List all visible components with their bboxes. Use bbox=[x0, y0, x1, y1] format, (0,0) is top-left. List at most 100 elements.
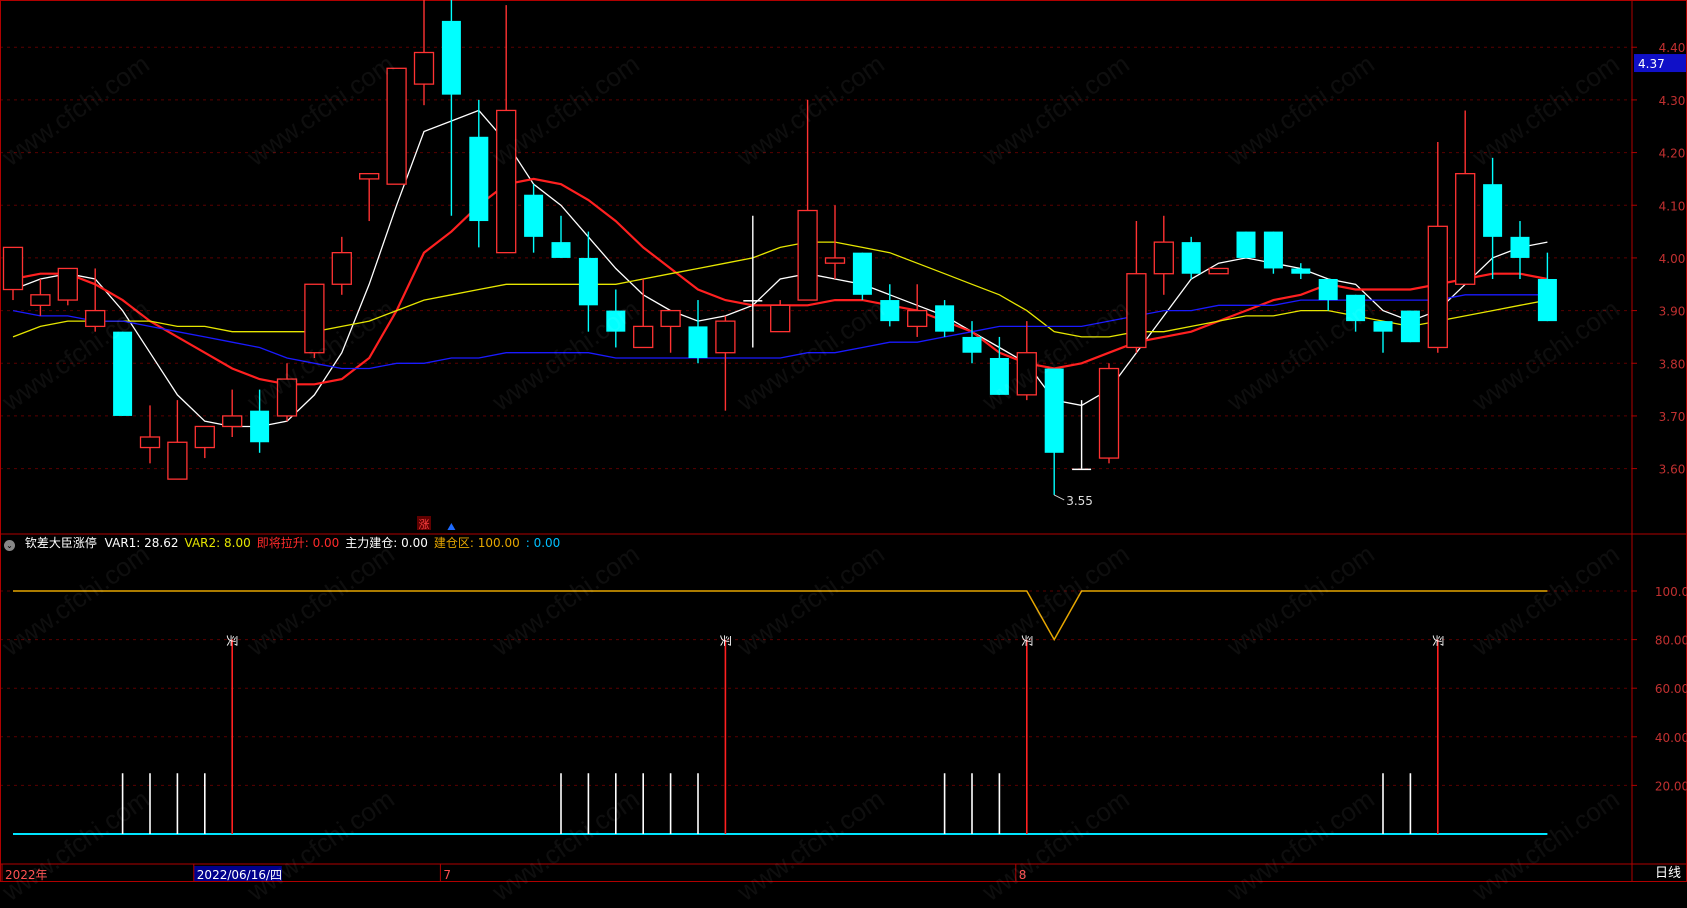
candle[interactable] bbox=[85, 268, 106, 332]
candle[interactable] bbox=[551, 215, 571, 258]
stock-chart[interactable]: 4.523.55涨 3.603.703.803.904.004.104.204.… bbox=[0, 0, 1687, 882]
candle[interactable] bbox=[1044, 368, 1064, 495]
candle-body bbox=[660, 309, 681, 328]
candle[interactable] bbox=[1400, 310, 1420, 343]
candle-body bbox=[606, 310, 626, 332]
candle[interactable] bbox=[1483, 157, 1503, 279]
date-label: 8 bbox=[1019, 868, 1027, 882]
candle[interactable] bbox=[688, 300, 708, 364]
low-price-label: 3.55 bbox=[1066, 494, 1093, 508]
buy-signal-label: 买 bbox=[1020, 635, 1034, 647]
candle[interactable] bbox=[660, 309, 681, 353]
candle[interactable] bbox=[441, 0, 461, 216]
candle[interactable] bbox=[633, 278, 654, 349]
candle[interactable] bbox=[524, 184, 544, 253]
candle-body bbox=[1318, 278, 1338, 301]
candle-body bbox=[386, 67, 407, 185]
candle[interactable] bbox=[1153, 215, 1174, 295]
candle[interactable] bbox=[1537, 252, 1557, 322]
candle-body bbox=[852, 252, 872, 295]
candle-body bbox=[743, 300, 763, 302]
moving-average-line bbox=[12, 177, 1548, 386]
candle-body bbox=[1016, 352, 1037, 396]
candlesticks[interactable] bbox=[2, 0, 1557, 495]
candle[interactable] bbox=[880, 284, 900, 327]
candle[interactable] bbox=[194, 425, 215, 459]
candle-body bbox=[962, 336, 982, 353]
candle[interactable] bbox=[852, 252, 872, 301]
price-tick-label: 3.70 bbox=[1659, 410, 1686, 424]
period-label[interactable]: 日线 bbox=[1654, 866, 1681, 881]
candle[interactable] bbox=[797, 99, 818, 301]
buy-signal[interactable]: 买 bbox=[1431, 635, 1445, 834]
indicator-header[interactable]: ⌄ 钦差大臣涨停 VAR1: 28.62 VAR2: 8.00 即将拉升: 0.00… bbox=[4, 534, 572, 552]
candle-body bbox=[1098, 367, 1120, 459]
candle[interactable] bbox=[962, 321, 982, 364]
candle[interactable] bbox=[359, 172, 380, 222]
candle[interactable] bbox=[578, 231, 598, 332]
candle[interactable] bbox=[1208, 267, 1229, 275]
date-label: 2022/06/16/四 bbox=[197, 868, 282, 882]
candle-body bbox=[1263, 231, 1283, 269]
chevron-down-icon[interactable]: ⌄ bbox=[4, 540, 15, 551]
candle[interactable] bbox=[250, 389, 270, 453]
indicator-panel[interactable]: 买买买买 bbox=[13, 590, 1548, 835]
candle[interactable] bbox=[606, 289, 626, 348]
indicator-value: : 0.00 bbox=[525, 536, 561, 550]
build-zone-line bbox=[13, 590, 1548, 642]
price-tick-label: 4.30 bbox=[1659, 94, 1686, 108]
candle[interactable] bbox=[57, 267, 78, 306]
candle[interactable] bbox=[222, 389, 243, 437]
candle[interactable] bbox=[1263, 231, 1283, 274]
candle[interactable] bbox=[496, 5, 517, 254]
up-arrow-icon bbox=[447, 523, 456, 530]
price-annotations: 4.523.55涨 bbox=[417, 494, 1093, 531]
candle-body bbox=[496, 109, 517, 254]
indicator-tick-label: 40.00 bbox=[1655, 731, 1687, 745]
candle[interactable] bbox=[743, 215, 763, 348]
candle[interactable] bbox=[386, 67, 407, 185]
candle[interactable] bbox=[276, 363, 298, 422]
candle-body bbox=[359, 172, 380, 180]
candle[interactable] bbox=[1318, 278, 1338, 311]
candle[interactable] bbox=[2, 246, 24, 301]
candle[interactable] bbox=[1373, 321, 1393, 353]
indicator-value: 即将拉升: 0.00 bbox=[256, 536, 340, 550]
candle[interactable] bbox=[770, 300, 791, 333]
candle[interactable] bbox=[715, 315, 736, 411]
candle-body bbox=[633, 325, 654, 349]
candle[interactable] bbox=[30, 278, 51, 316]
candle[interactable] bbox=[1126, 221, 1147, 353]
candle-body bbox=[113, 331, 133, 416]
candle[interactable] bbox=[1455, 110, 1476, 285]
candle-body bbox=[222, 415, 243, 428]
candle[interactable] bbox=[1016, 321, 1037, 401]
buy-signal-label: 买 bbox=[225, 635, 239, 647]
limit-up-marker: 涨 bbox=[419, 518, 430, 531]
candle[interactable] bbox=[1510, 221, 1530, 279]
candle[interactable] bbox=[331, 236, 352, 295]
candle[interactable] bbox=[1072, 400, 1092, 471]
candle[interactable] bbox=[167, 400, 188, 480]
candle[interactable] bbox=[1181, 236, 1201, 279]
candle[interactable] bbox=[469, 99, 489, 248]
buy-signal[interactable]: 买 bbox=[225, 635, 239, 834]
candle[interactable] bbox=[907, 284, 928, 337]
buy-signal[interactable]: 买 bbox=[718, 635, 732, 834]
candle[interactable] bbox=[824, 205, 846, 279]
buy-signal[interactable]: 买 bbox=[1020, 635, 1034, 834]
candle[interactable] bbox=[113, 331, 133, 416]
candle-body bbox=[551, 242, 571, 258]
candle[interactable] bbox=[1236, 231, 1256, 258]
candle[interactable] bbox=[989, 336, 1009, 395]
indicator-name[interactable]: 钦差大臣涨停 bbox=[24, 536, 97, 550]
candle[interactable] bbox=[1427, 142, 1448, 353]
candle[interactable] bbox=[304, 283, 325, 358]
candle[interactable] bbox=[1346, 294, 1366, 332]
candle[interactable] bbox=[935, 300, 955, 337]
candle[interactable] bbox=[1291, 263, 1311, 279]
candle[interactable] bbox=[139, 405, 161, 464]
candle[interactable] bbox=[1098, 363, 1120, 464]
candle[interactable] bbox=[413, 0, 435, 106]
candle-body bbox=[139, 436, 161, 449]
